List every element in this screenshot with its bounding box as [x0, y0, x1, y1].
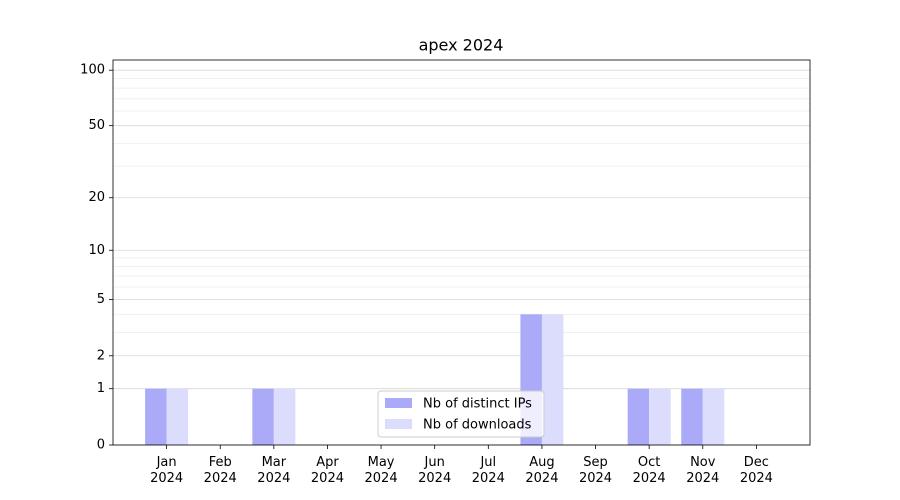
- x-tick-label: May 2024: [365, 455, 398, 486]
- legend-swatch: [385, 398, 412, 408]
- x-tick-label: Dec 2024: [740, 455, 773, 486]
- bar: [145, 388, 167, 445]
- bar: [681, 388, 703, 445]
- bar: [702, 388, 725, 445]
- bar: [649, 388, 671, 445]
- legend-swatch: [385, 419, 412, 429]
- legend-label: Nb of distinct IPs: [423, 397, 532, 412]
- y-tick-label: 10: [88, 243, 105, 258]
- x-tick-label: Jan 2024: [150, 455, 183, 486]
- y-tick-label: 50: [88, 118, 105, 133]
- y-tick-label: 1: [97, 381, 105, 396]
- x-tick-label: Sep 2024: [579, 455, 612, 486]
- x-tick-label: Nov 2024: [686, 455, 719, 486]
- x-tick-label: Aug 2024: [525, 455, 558, 486]
- bar: [252, 388, 274, 445]
- legend-box: [377, 390, 545, 438]
- bar: [541, 314, 564, 445]
- y-tick-label: 20: [88, 190, 105, 205]
- y-tick-label: 0: [97, 438, 105, 453]
- y-tick-label: 100: [80, 63, 105, 78]
- x-tick-label: Jun 2024: [418, 455, 451, 486]
- x-tick-label: Apr 2024: [311, 455, 344, 486]
- chart-title: apex 2024: [419, 36, 504, 55]
- x-tick-label: Feb 2024: [204, 455, 237, 486]
- legend-label: Nb of downloads: [423, 418, 532, 433]
- x-tick-label: Mar 2024: [257, 455, 290, 486]
- y-tick-label: 5: [97, 292, 105, 307]
- bar: [627, 388, 650, 445]
- x-tick-label: Oct 2024: [633, 455, 666, 486]
- plot-frame: [112, 59, 811, 446]
- bar: [273, 388, 296, 445]
- x-tick-label: Jul 2024: [472, 455, 505, 486]
- bar: [166, 388, 189, 445]
- y-tick-label: 2: [97, 348, 105, 363]
